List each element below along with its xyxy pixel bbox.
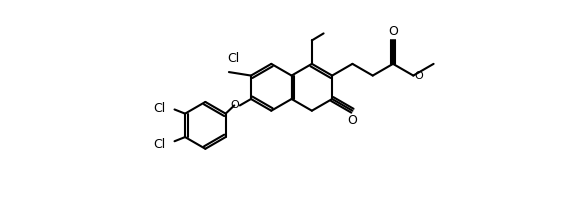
Text: O: O — [348, 114, 358, 127]
Text: O: O — [415, 70, 423, 81]
Text: Cl: Cl — [228, 51, 240, 65]
Text: Cl: Cl — [153, 102, 166, 115]
Text: O: O — [230, 100, 239, 110]
Text: Cl: Cl — [153, 138, 166, 151]
Text: O: O — [388, 25, 398, 38]
